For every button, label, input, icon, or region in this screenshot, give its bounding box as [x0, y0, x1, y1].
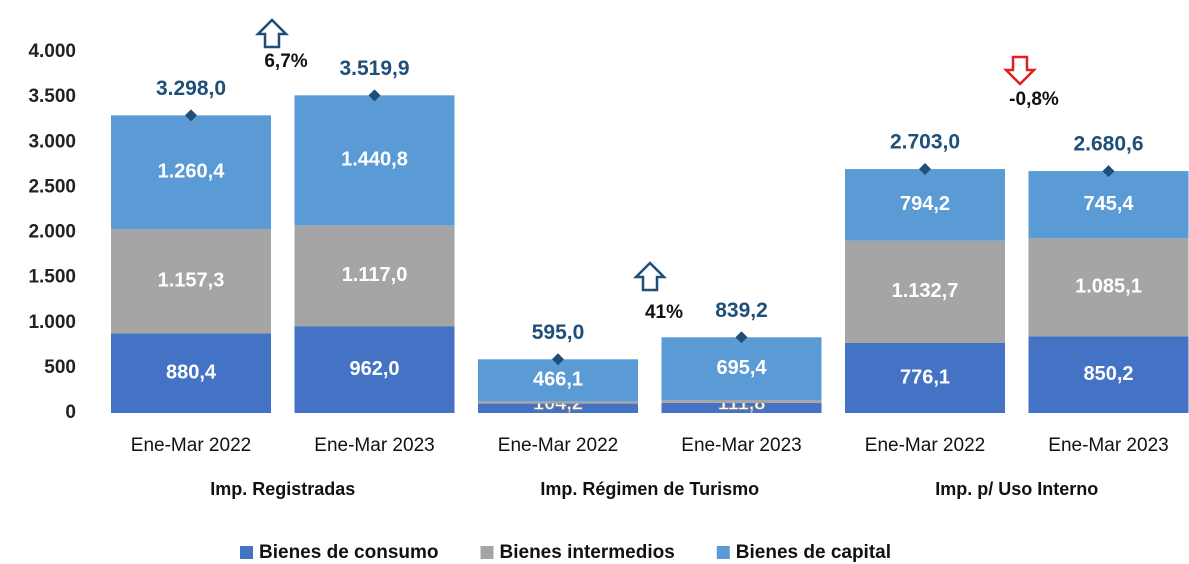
legend-label: Bienes de consumo [259, 542, 439, 563]
total-label: 3.519,9 [339, 57, 409, 80]
bar-segment [1028, 171, 1189, 239]
change-arrow [632, 261, 668, 292]
total-marker [552, 353, 564, 366]
x-tick-label: Ene-Mar 2022 [131, 435, 251, 456]
segment-label: 1.260,4 [158, 161, 226, 183]
x-tick-label: Ene-Mar 2022 [865, 435, 985, 456]
bar-segment [294, 95, 455, 226]
segment-label: 794,2 [900, 193, 950, 215]
bar-segment [661, 337, 822, 401]
total-marker [368, 89, 381, 102]
total-label: 839,2 [715, 299, 768, 322]
segment-label: 962,0 [349, 358, 399, 380]
bar-segment [1028, 336, 1189, 413]
x-tick-label: Ene-Mar 2023 [681, 435, 801, 456]
group-label: Imp. Régimen de Turismo [540, 479, 759, 499]
legend-swatch [480, 546, 494, 559]
change-arrow [254, 18, 290, 49]
group-label: Imp. Registradas [210, 479, 355, 499]
total-label: 595,0 [532, 321, 585, 344]
bar-segment [111, 333, 271, 413]
y-tick-label: 4.000 [28, 41, 76, 62]
bar-segment [845, 169, 1005, 241]
total-marker [735, 331, 748, 344]
change-label: -0,8% [1009, 89, 1059, 110]
total-label: 2.703,0 [890, 131, 960, 154]
change-arrow [1002, 55, 1038, 86]
legend-swatch [716, 546, 730, 559]
total-label: 2.680,6 [1073, 133, 1143, 156]
segment-label: 1.117,0 [342, 264, 408, 286]
total-marker [919, 163, 931, 176]
bar-segment [478, 359, 638, 402]
bar-segment [661, 400, 822, 403]
bar-segment [478, 401, 638, 404]
segment-label: 850,2 [1083, 363, 1133, 385]
total-marker [1102, 165, 1115, 178]
y-tick-label: 500 [44, 357, 76, 378]
segment-label: 466,1 [533, 369, 583, 391]
segment-label: 1.085,1 [1075, 276, 1142, 298]
bar-segment [111, 115, 271, 230]
segment-label: 695,4 [716, 357, 767, 379]
segment-label: 1.157,3 [158, 270, 225, 292]
change-label: 41% [645, 302, 683, 323]
y-tick-label: 1.000 [28, 312, 76, 333]
y-tick-label: 1.500 [28, 267, 76, 288]
bar-segment [294, 326, 455, 413]
bar-segment [1028, 238, 1189, 337]
group-label: Imp. p/ Uso Interno [935, 479, 1098, 499]
legend-swatch [240, 546, 253, 559]
bar-segment [845, 342, 1005, 413]
total-marker [185, 109, 197, 122]
segment-label: 776,1 [900, 366, 950, 388]
x-tick-label: Ene-Mar 2022 [498, 435, 618, 456]
segment-label: 745,4 [1083, 193, 1134, 215]
bar-segment [294, 225, 455, 327]
y-tick-label: 0 [65, 402, 76, 423]
change-label: 6,7% [264, 51, 307, 72]
x-tick-label: Ene-Mar 2023 [314, 435, 434, 456]
bar-segment [478, 403, 638, 413]
legend-label: Bienes intermedios [500, 542, 675, 563]
y-tick-label: 3.500 [28, 86, 76, 107]
segment-label: 1.132,7 [892, 280, 959, 302]
bar-segment [661, 402, 822, 413]
y-tick-label: 2.000 [28, 222, 76, 243]
total-label: 3.298,0 [156, 77, 226, 100]
y-tick-label: 3.000 [28, 131, 76, 152]
segment-label: 880,4 [166, 362, 217, 384]
segment-label: 1.440,8 [341, 149, 408, 171]
legend-label: Bienes de capital [736, 542, 891, 563]
bar-segment [845, 240, 1005, 343]
x-tick-label: Ene-Mar 2023 [1048, 435, 1168, 456]
y-tick-label: 2.500 [28, 176, 76, 197]
bar-segment [111, 229, 271, 334]
